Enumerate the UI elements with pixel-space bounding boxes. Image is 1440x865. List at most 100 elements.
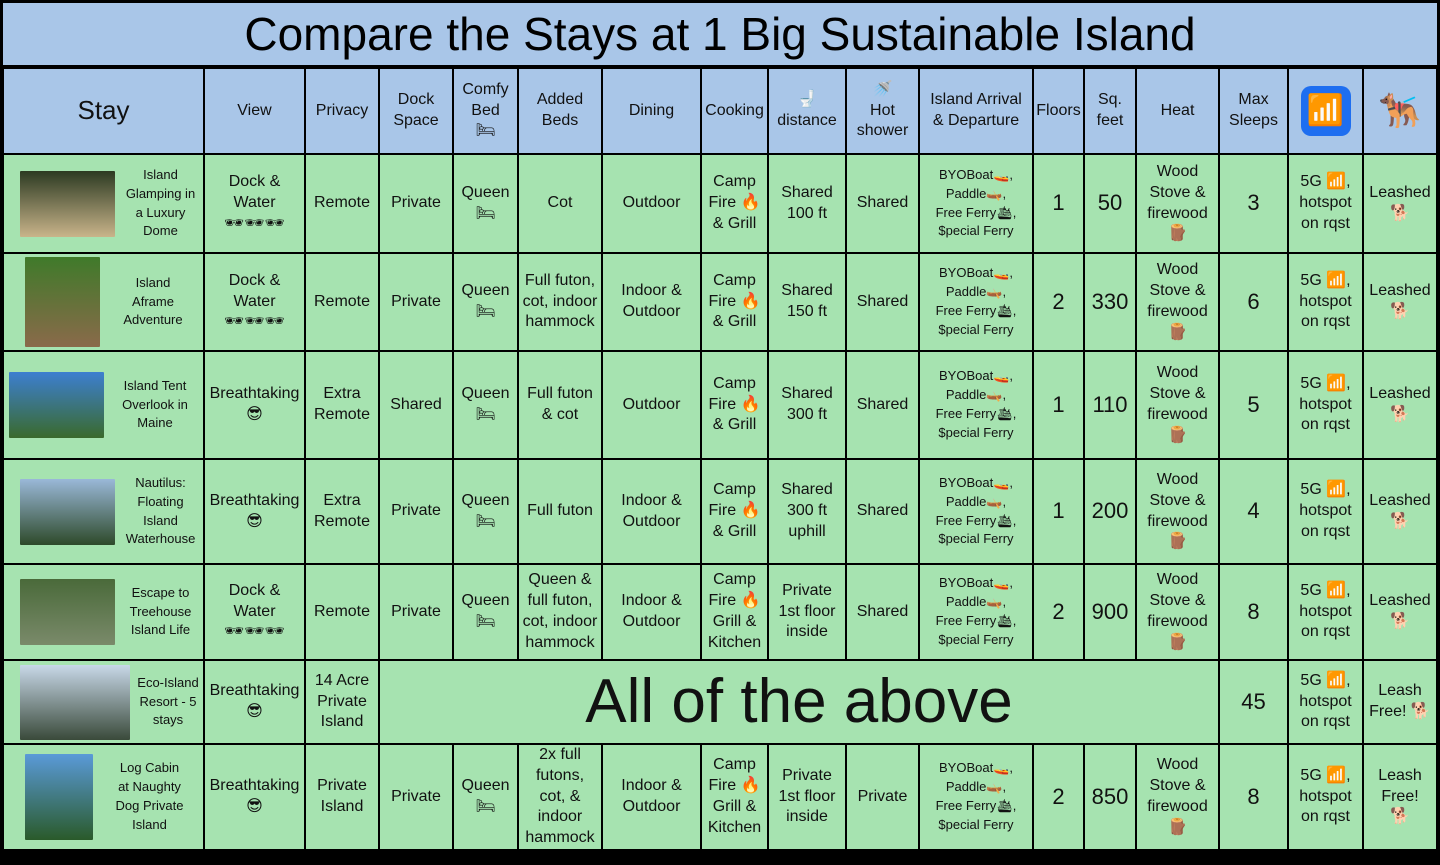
stay-cell[interactable]: Log Cabin at Naughty Dog Private Island xyxy=(2,743,205,851)
dining-cell: Indoor & Outdoor xyxy=(601,252,702,352)
view-cell: Breathtaking 😎 xyxy=(203,743,306,851)
stay-photo[interactable] xyxy=(20,579,115,645)
stay-cell[interactable]: Nautilus: Floating Island Waterhouse xyxy=(2,458,205,565)
stay-photo[interactable] xyxy=(20,170,115,237)
dog-cell: Leashed 🐕 xyxy=(1362,350,1438,460)
stay-name: Island Aframe Adventure xyxy=(123,274,183,328)
added-beds-cell: Queen & full futon, cot, indoor hammock xyxy=(517,563,603,661)
toilet-distance-cell: Shared 100 ft xyxy=(767,153,847,254)
wifi-cell: 5G 📶, hotspot on rqst xyxy=(1287,252,1364,352)
floors-cell: 1 xyxy=(1032,153,1085,254)
heat-cell: Wood Stove & firewood 🪵 xyxy=(1135,458,1220,565)
hot-shower-cell: Shared xyxy=(845,153,920,254)
page-title: Compare the Stays at 1 Big Sustainable I… xyxy=(3,3,1437,65)
comfy-bed-cell: Queen 🛏 xyxy=(452,458,519,565)
comfy-bed-cell: Queen 🛏 xyxy=(452,563,519,661)
stay-photo[interactable] xyxy=(20,664,130,740)
header-heat: Heat xyxy=(1135,67,1220,155)
toilet-distance-cell: Shared 150 ft xyxy=(767,252,847,352)
hot-shower-cell: Shared xyxy=(845,563,920,661)
island-arrival-departure-cell: BYOBoat🚤, Paddle🛶, Free Ferry🛳, $pecial … xyxy=(918,563,1034,661)
island-arrival-departure-cell: BYOBoat🚤, Paddle🛶, Free Ferry🛳, $pecial … xyxy=(918,252,1034,352)
max-sleeps-cell: 8 xyxy=(1218,563,1289,661)
header-row: Stay View Privacy Dock Space Comfy Bed 🛏 Adde… xyxy=(2,67,1438,155)
sq-feet-cell: 850 xyxy=(1083,743,1137,851)
wifi-cell: 5G 📶, hotspot on rqst xyxy=(1287,350,1364,460)
header-floors: Floors xyxy=(1032,67,1085,155)
toilet-distance-cell: Private 1st floor inside xyxy=(767,563,847,661)
cooking-cell: Camp Fire 🔥 & Grill xyxy=(700,350,769,460)
floors-cell: 2 xyxy=(1032,563,1085,661)
stay-cell[interactable]: Escape to Treehouse Island Life xyxy=(2,563,205,661)
privacy-cell: Remote xyxy=(304,252,380,352)
stay-photo[interactable] xyxy=(25,753,93,840)
hot-shower-cell: Shared xyxy=(845,350,920,460)
dining-cell: Indoor & Outdoor xyxy=(601,458,702,565)
view-cell: Breathtaking 😎 xyxy=(203,458,306,565)
sq-feet-cell: 110 xyxy=(1083,350,1137,460)
stay-cell[interactable]: Island Aframe Adventure xyxy=(2,252,205,352)
header-comfy-bed: Comfy Bed 🛏 xyxy=(452,67,519,155)
dining-cell: Outdoor xyxy=(601,350,702,460)
header-view: View xyxy=(203,67,306,155)
hot-shower-cell: Private xyxy=(845,743,920,851)
stay-name: Nautilus: Floating Island Waterhouse xyxy=(125,474,196,547)
added-beds-cell: Full futon xyxy=(517,458,603,565)
wifi-cell: 5G 📶, hotspot on rqst xyxy=(1287,743,1364,851)
max-sleeps-cell: 6 xyxy=(1218,252,1289,352)
stay-cell[interactable]: Eco-Island Resort - 5 stays xyxy=(2,659,205,745)
floors-cell: 1 xyxy=(1032,350,1085,460)
dog-cell: Leashed 🐕 xyxy=(1362,458,1438,565)
toilet-distance-cell: Private 1st floor inside xyxy=(767,743,847,851)
header-dining: Dining xyxy=(601,67,702,155)
toilet-distance-cell: Shared 300 ft xyxy=(767,350,847,460)
wifi-cell: 5G 📶, hotspot on rqst xyxy=(1287,563,1364,661)
stay-photo[interactable] xyxy=(25,257,100,347)
header-sq-feet: Sq. feet xyxy=(1083,67,1137,155)
header-dog: 🐕‍🦺 xyxy=(1362,67,1438,155)
stay-name: Island Glamping in a Luxury Dome xyxy=(125,166,196,239)
floors-cell: 1 xyxy=(1032,458,1085,565)
view-cell: Dock & Water 🕶🕶🕶 xyxy=(203,563,306,661)
header-cooking: Cooking xyxy=(700,67,769,155)
privacy-cell: Private Island xyxy=(304,743,380,851)
floors-cell: 2 xyxy=(1032,252,1085,352)
island-arrival-departure-cell: BYOBoat🚤, Paddle🛶, Free Ferry🛳, $pecial … xyxy=(918,458,1034,565)
cooking-cell: Camp Fire 🔥 Grill & Kitchen xyxy=(700,743,769,851)
stay-photo[interactable] xyxy=(9,372,104,438)
wifi-icon: 📶 xyxy=(1300,86,1351,136)
hot-shower-cell: Shared xyxy=(845,458,920,565)
table-row: Island Glamping in a Luxury Dome Dock & W… xyxy=(2,153,1438,254)
max-sleeps-cell: 5 xyxy=(1218,350,1289,460)
stay-name: Eco-Island Resort - 5 stays xyxy=(137,674,199,728)
view-cell: Breathtaking 😎 xyxy=(203,659,306,745)
heat-cell: Wood Stove & firewood 🪵 xyxy=(1135,153,1220,254)
island-arrival-departure-cell: BYOBoat🚤, Paddle🛶, Free Ferry🛳, $pecial … xyxy=(918,350,1034,460)
header-wifi: 📶 xyxy=(1287,67,1364,155)
view-cell: Dock & Water 🕶🕶🕶 xyxy=(203,153,306,254)
header-dock-space: Dock Space xyxy=(378,67,454,155)
wifi-cell: 5G 📶, hotspot on rqst xyxy=(1287,153,1364,254)
stay-cell[interactable]: Island Glamping in a Luxury Dome xyxy=(2,153,205,254)
table-row: Escape to Treehouse Island Life Dock & Wa… xyxy=(2,563,1438,661)
comfy-bed-cell: Queen 🛏 xyxy=(452,350,519,460)
stay-photo[interactable] xyxy=(20,478,115,545)
dog-cell: Leashed 🐕 xyxy=(1362,153,1438,254)
stay-cell[interactable]: Island Tent Overlook in Maine xyxy=(2,350,205,460)
dog-cell: Leash Free! 🐕 xyxy=(1362,659,1438,745)
all-of-the-above-cell: All of the above xyxy=(378,659,1220,745)
comfy-bed-cell: Queen 🛏 xyxy=(452,743,519,851)
dining-cell: Indoor & Outdoor xyxy=(601,563,702,661)
header-added-beds: Added Beds xyxy=(517,67,603,155)
hot-shower-cell: Shared xyxy=(845,252,920,352)
comparison-table: Stay View Privacy Dock Space Comfy Bed 🛏 Adde… xyxy=(2,67,1438,851)
sq-feet-cell: 330 xyxy=(1083,252,1137,352)
header-hot-shower: 🚿 Hot shower xyxy=(845,67,920,155)
dining-cell: Outdoor xyxy=(601,153,702,254)
comfy-bed-cell: Queen 🛏 xyxy=(452,252,519,352)
dock-space-cell: Private xyxy=(378,563,454,661)
island-arrival-departure-cell: BYOBoat🚤, Paddle🛶, Free Ferry🛳, $pecial … xyxy=(918,743,1034,851)
dog-icon: 🐕‍🦺 xyxy=(1378,91,1422,130)
heat-cell: Wood Stove & firewood 🪵 xyxy=(1135,350,1220,460)
